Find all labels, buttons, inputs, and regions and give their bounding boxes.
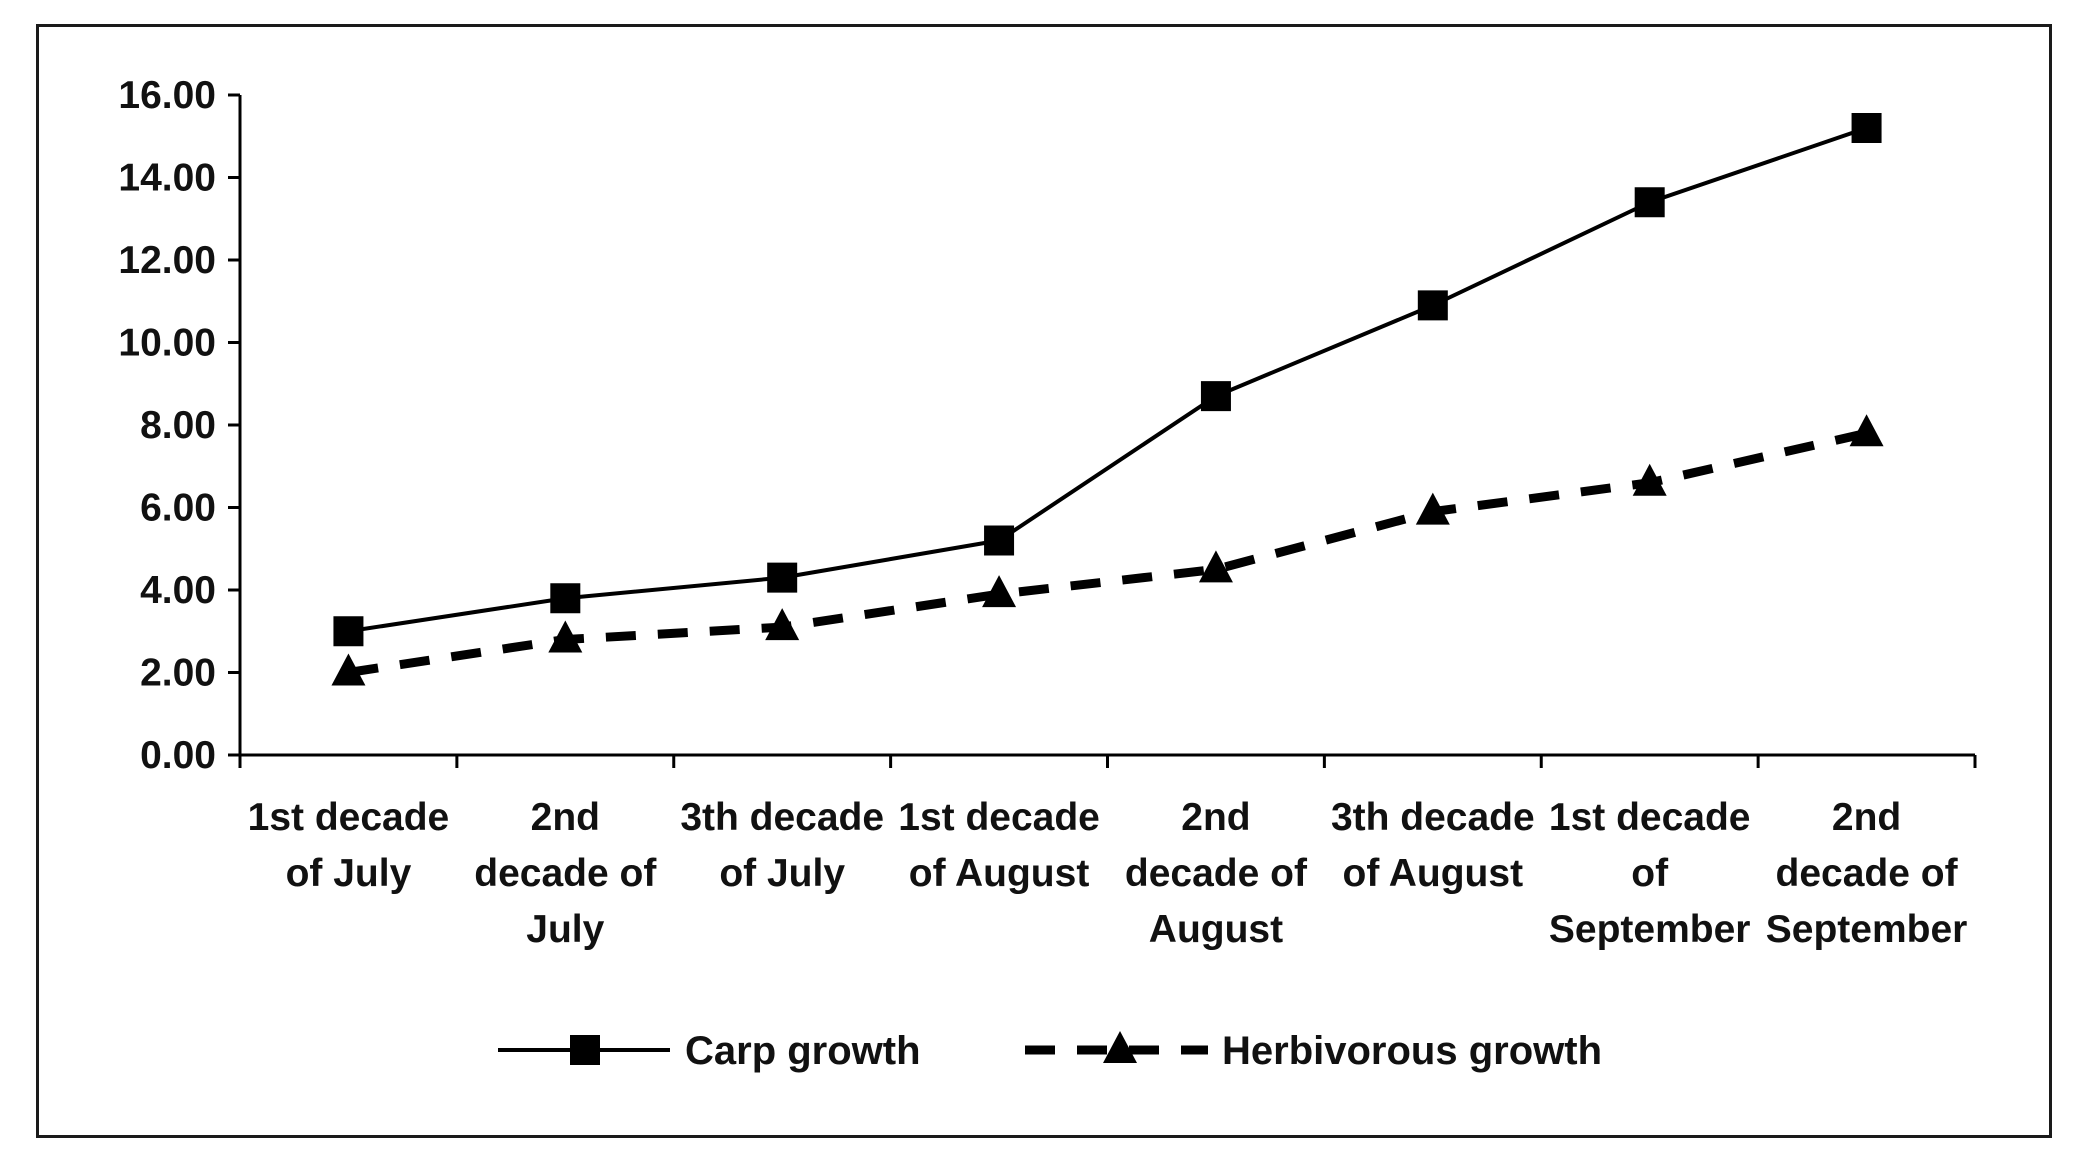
x-tick-label: 1st decade of July (248, 796, 450, 895)
y-tick-label: 16.00 (118, 74, 216, 117)
legend-marker-carp (570, 1035, 600, 1065)
series (331, 113, 1884, 686)
point-marker-square (984, 525, 1015, 556)
chart-frame (36, 24, 2052, 1138)
x-tick-label: 2nd decade of September (1766, 796, 1968, 951)
y-tick-label: 12.00 (118, 239, 216, 282)
x-tick-label: 2nd decade of August (1125, 796, 1308, 951)
y-tick-label: 10.00 (118, 322, 216, 365)
x-tick-label: 1st decade of September (1549, 796, 1751, 951)
point-marker-triangle (331, 653, 366, 686)
x-tick-label: 1st decade of August (898, 796, 1100, 895)
y-tick-label: 8.00 (140, 404, 216, 447)
point-marker-triangle (765, 608, 800, 641)
point-marker-triangle (1849, 414, 1884, 447)
legend-label-carp: Carp growth (685, 1029, 921, 1073)
x-tick-label: 3th decade of July (680, 796, 884, 895)
point-marker-square (1634, 187, 1665, 218)
point-marker-square (1200, 381, 1231, 412)
point-marker-triangle (548, 620, 583, 653)
point-marker-triangle (1415, 492, 1450, 525)
x-tick-label: 2nd decade of July (474, 796, 657, 951)
axes (228, 93, 1977, 768)
point-marker-square (767, 562, 798, 593)
point-marker-triangle (982, 575, 1017, 608)
y-tick-label: 6.00 (140, 487, 216, 530)
y-tick-label: 4.00 (140, 569, 216, 612)
y-tick-label: 14.00 (118, 157, 216, 200)
y-tick-labels: 0.00 2.00 4.00 6.00 8.00 10.00 12.00 14.00 16.00 (118, 74, 216, 777)
point-marker-square (1851, 113, 1882, 143)
legend: Carp growth Herbivorous growth (498, 1029, 1602, 1073)
x-tick-label: 3th decade of August (1331, 796, 1535, 895)
legend-marker-herbivorous (1103, 1031, 1137, 1063)
point-marker-triangle (1198, 550, 1233, 583)
y-tick-label: 2.00 (140, 652, 216, 695)
y-tick-label: 0.00 (140, 734, 216, 777)
point-marker-square (550, 583, 581, 614)
series-line-0 (348, 126, 1868, 634)
point-marker-triangle (1632, 463, 1667, 496)
legend-label-herbivorous: Herbivorous growth (1222, 1029, 1602, 1073)
point-marker-square (333, 616, 364, 647)
point-marker-square (1417, 290, 1448, 321)
